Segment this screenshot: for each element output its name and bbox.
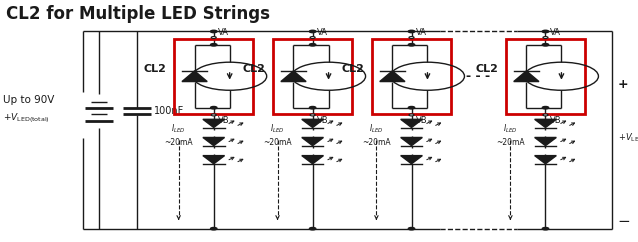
Text: VA: VA [550,28,561,37]
Text: ~20mA: ~20mA [263,138,292,147]
Polygon shape [401,119,422,128]
Polygon shape [302,119,323,128]
Bar [273,39,352,114]
Circle shape [542,44,549,46]
Circle shape [310,114,315,116]
Circle shape [211,106,217,109]
Text: VB: VB [416,116,427,125]
Polygon shape [401,156,422,164]
Text: $I_{LED}$: $I_{LED}$ [503,122,517,135]
Text: CL2: CL2 [475,64,498,74]
Text: CL2: CL2 [341,64,364,74]
Circle shape [408,30,415,33]
Text: VA: VA [317,28,328,37]
Bar [506,39,585,114]
Circle shape [309,106,316,109]
Circle shape [211,227,217,230]
Text: $+V_{\mathregular{LED(total)}}$: $+V_{\mathregular{LED(total)}}$ [3,112,50,126]
Text: CL2: CL2 [242,64,265,74]
Text: CL2 for Multiple LED Strings: CL2 for Multiple LED Strings [6,5,271,23]
Circle shape [408,227,415,230]
Text: ~20mA: ~20mA [362,138,390,147]
Polygon shape [203,156,225,164]
Circle shape [211,37,216,38]
Text: +: + [618,78,628,91]
Polygon shape [302,137,323,146]
Circle shape [542,106,549,109]
Text: VA: VA [218,28,229,37]
Polygon shape [203,137,225,146]
Polygon shape [302,156,323,164]
Circle shape [309,30,316,33]
Circle shape [542,30,549,33]
Polygon shape [535,119,556,128]
Polygon shape [535,156,556,164]
Circle shape [310,37,315,38]
Polygon shape [514,71,539,82]
Text: $I_{LED}$: $I_{LED}$ [369,122,383,135]
Text: VB: VB [317,116,329,125]
Text: 100nF: 100nF [154,106,184,116]
Circle shape [211,30,217,33]
Circle shape [543,37,548,38]
Text: VA: VA [416,28,427,37]
Circle shape [309,44,316,46]
Circle shape [409,37,414,38]
Circle shape [408,44,415,46]
Polygon shape [535,137,556,146]
Text: VB: VB [218,116,230,125]
Circle shape [542,227,549,230]
Circle shape [543,114,548,116]
Text: ~20mA: ~20mA [165,138,193,147]
Circle shape [211,44,217,46]
Circle shape [211,114,216,116]
Bar [174,39,253,114]
Text: ~20mA: ~20mA [496,138,524,147]
Text: Up to 90V: Up to 90V [3,95,55,106]
Polygon shape [203,119,225,128]
Polygon shape [182,71,207,82]
Text: $+V_{\mathregular{LED(total)}}$: $+V_{\mathregular{LED(total)}}$ [618,131,638,145]
Polygon shape [401,137,422,146]
Polygon shape [281,71,306,82]
Polygon shape [380,71,405,82]
Bar [372,39,451,114]
Text: VB: VB [550,116,561,125]
Text: CL2: CL2 [144,64,167,74]
Text: $I_{LED}$: $I_{LED}$ [172,122,186,135]
Circle shape [309,227,316,230]
Text: $I_{LED}$: $I_{LED}$ [271,122,285,135]
Circle shape [409,114,414,116]
Text: −: − [618,214,630,229]
Circle shape [408,106,415,109]
Text: - - -: - - - [466,70,491,83]
